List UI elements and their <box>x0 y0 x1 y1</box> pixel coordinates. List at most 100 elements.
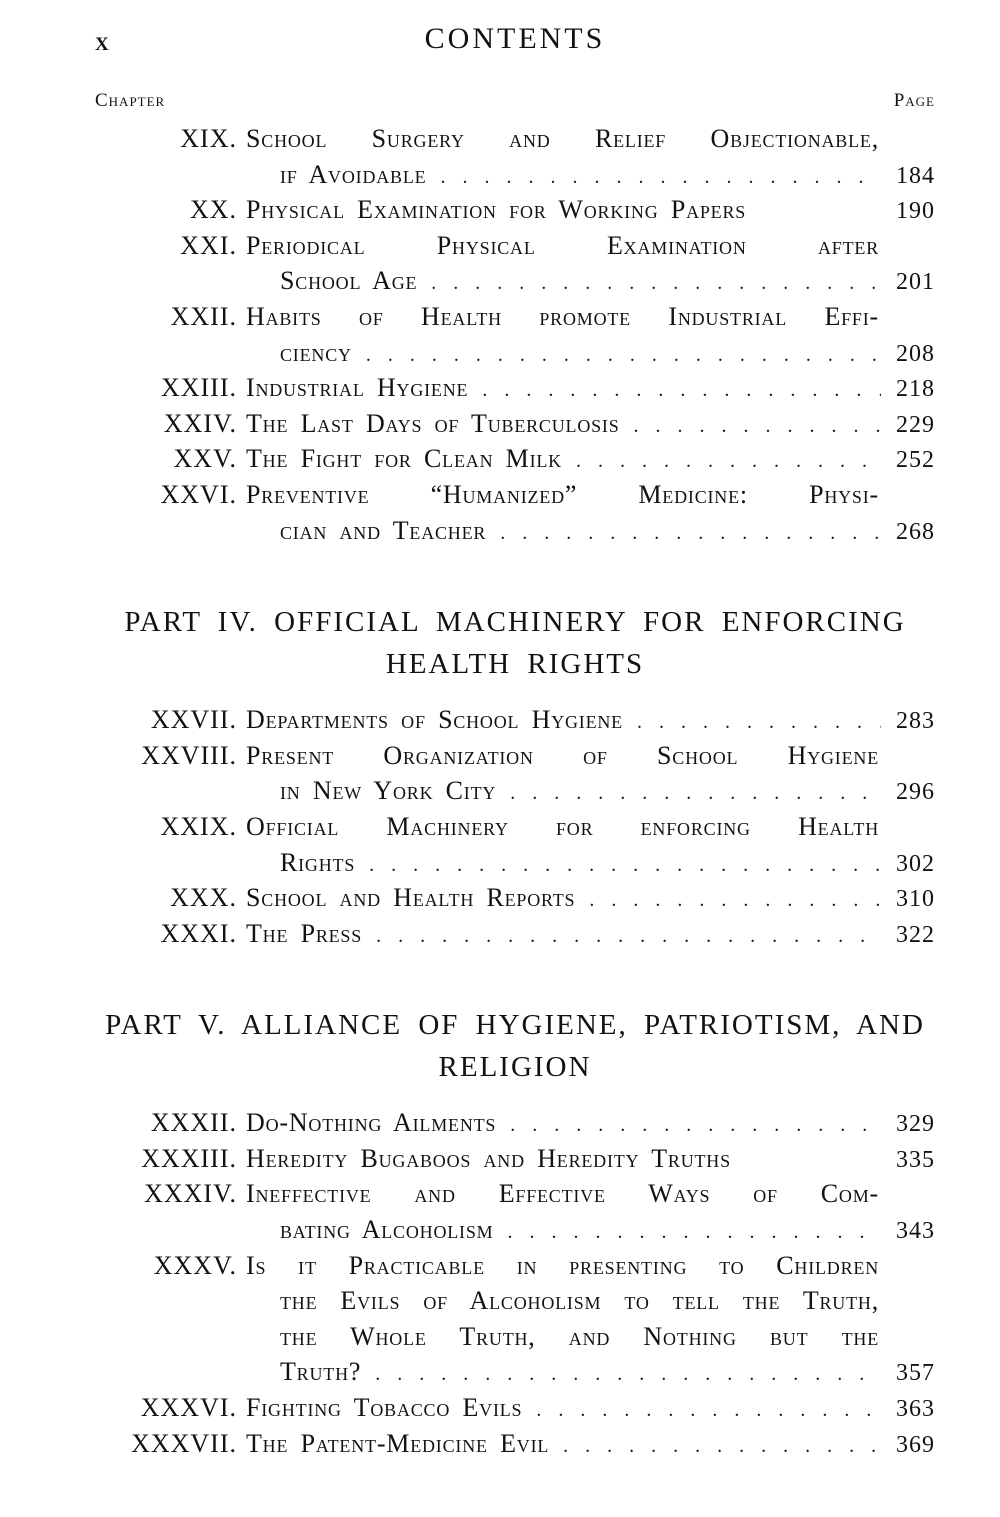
chapter-title: Heredity Bugaboos and Heredity Truths <box>246 1143 731 1173</box>
table-of-contents: XIX. School Surgery and Relief Objectiona… <box>95 124 935 1464</box>
chapter-numeral: XXII. <box>170 301 237 331</box>
page-number: 184 <box>896 162 935 189</box>
page-number: 329 <box>896 1111 935 1138</box>
chapter-title: Truth? <box>280 1357 362 1387</box>
dot-leader: ........................................… <box>589 889 881 912</box>
toc-row: in New York City........................… <box>95 776 935 812</box>
toc-row: XXVI. Preventive “Humanized” Medicine: Ph… <box>95 480 935 516</box>
dot-leader: ........................................… <box>510 1114 881 1137</box>
page-title: CONTENTS <box>424 22 606 55</box>
chapter-numeral: XIX. <box>180 124 237 153</box>
chapter-title: cian and Teacher <box>280 515 487 545</box>
toc-row: XIX. School Surgery and Relief Objectiona… <box>95 124 935 160</box>
toc-row: the Evils of Alcoholism to tell the Trut… <box>95 1286 935 1322</box>
dot-leader: ........................................… <box>376 924 881 947</box>
page-number: 310 <box>896 886 935 913</box>
chapter-title: Rights <box>280 847 356 877</box>
toc-row: if Avoidable............................… <box>95 160 935 196</box>
page-number: 190 <box>896 198 935 225</box>
toc-row: School Age..............................… <box>95 266 935 302</box>
chapter-numeral: XXVIII. <box>141 740 237 770</box>
page-number: 322 <box>896 921 935 948</box>
dot-leader: ........................................… <box>507 1221 881 1244</box>
toc-row: XXI. Periodical Physical Examination afte… <box>95 231 935 267</box>
toc-row: XXVII. Departments of School Hygiene.....… <box>95 705 935 741</box>
page-number: 302 <box>896 850 935 877</box>
chapter-numeral: XXV. <box>173 444 237 474</box>
toc-row: XXXII. Do-Nothing Ailments...............… <box>95 1108 935 1144</box>
toc-row: XXX. School and Health Reports...........… <box>95 883 935 919</box>
page-number: 369 <box>896 1431 935 1458</box>
dot-leader: ........................................… <box>500 521 881 544</box>
chapter-title: School Age <box>280 266 418 296</box>
chapter-numeral: XXXI. <box>160 918 237 948</box>
chapter-numeral: XXIX. <box>160 811 237 841</box>
page-number: 335 <box>896 1146 935 1173</box>
dot-leader: ........................................… <box>636 711 881 734</box>
chapter-numeral: XXXV. <box>153 1250 237 1280</box>
page-number: 268 <box>896 518 935 545</box>
page-number: 229 <box>896 411 935 438</box>
dot-leader: ........................................… <box>575 450 881 473</box>
toc-row: bating Alcoholism.......................… <box>95 1215 935 1251</box>
dot-leader: ........................................… <box>536 1399 881 1422</box>
chapter-title: School and Health Reports <box>246 883 576 913</box>
chapter-title: Departments of School Hygiene <box>246 705 623 735</box>
chapter-title: the Whole Truth, and Nothing but the <box>280 1321 879 1351</box>
chapter-title: Industrial Hygiene <box>246 373 469 403</box>
chapter-title: Official Machinery for enforcing Health <box>246 811 879 841</box>
dot-leader: ........................................… <box>563 1434 881 1457</box>
chapter-title: Preventive “Humanized” Medicine: Physi- <box>246 479 879 509</box>
chapter-numeral: XXX. <box>170 883 237 913</box>
toc-row: XXXI. The Press..........................… <box>95 919 935 955</box>
toc-row: XXII. Habits of Health promote Industrial… <box>95 302 935 338</box>
dot-leader: ........................................… <box>633 414 881 437</box>
part-heading: PART IV. OFFICIAL MACHINERY FOR ENFORCIN… <box>95 601 935 685</box>
chapter-numeral: XXXVII. <box>131 1428 237 1458</box>
dot-leader: ........................................… <box>482 379 881 402</box>
toc-row: Truth?..................................… <box>95 1357 935 1393</box>
part-heading: PART V. ALLIANCE OF HYGIENE, PATRIOTISM,… <box>95 1004 935 1088</box>
toc-row: XXIX. Official Machinery for enforcing He… <box>95 812 935 848</box>
toc-row: XXXV. Is it Practicable in presenting to … <box>95 1251 935 1287</box>
dot-leader: ........................................… <box>375 1363 881 1386</box>
page-number: 252 <box>896 447 935 474</box>
toc-row: XXIV. The Last Days of Tuberculosis......… <box>95 409 935 445</box>
dot-leader: ........................................… <box>440 165 881 188</box>
part-heading-line: PART IV. OFFICIAL MACHINERY FOR ENFORCIN… <box>124 606 906 639</box>
dot-leader: ........................................… <box>365 343 881 366</box>
chapter-numeral: XXVII. <box>150 705 237 735</box>
chapter-title: the Evils of Alcoholism to tell the Trut… <box>280 1286 879 1316</box>
chapter-title: The Press <box>246 918 363 948</box>
dot-leader: ........................................… <box>510 782 881 805</box>
chapter-numeral: XXI. <box>180 230 237 260</box>
toc-row: XXXVI. Fighting Tobacco Evils............… <box>95 1393 935 1429</box>
chapter-title: Do-Nothing Ailments <box>246 1108 497 1138</box>
toc-row: XXVIII. Present Organization of School Hy… <box>95 741 935 777</box>
chapter-title: Present Organization of School Hygiene <box>246 740 879 770</box>
toc-row: XXXIII. Heredity Bugaboos and Heredity Tr… <box>95 1144 935 1180</box>
toc-row: the Whole Truth, and Nothing but the <box>95 1322 935 1358</box>
chapter-title: Physical Examination for Working Papers <box>246 195 747 225</box>
chapter-title: in New York City <box>280 776 497 806</box>
chapter-numeral: XXIII. <box>160 373 237 403</box>
page-column-label: Page <box>893 90 935 111</box>
chapter-numeral: XXXIV. <box>144 1179 237 1209</box>
chapter-title: Habits of Health promote Industrial Effi… <box>246 301 879 331</box>
chapter-title: School Surgery and Relief Objectionable, <box>246 124 879 153</box>
page-number: 296 <box>896 779 935 806</box>
part-heading-line: RELIGION <box>438 1051 592 1084</box>
column-headers: Chapter Page <box>95 90 935 112</box>
part-heading-line: HEALTH RIGHTS <box>385 648 645 681</box>
chapter-numeral: XXXVI. <box>140 1393 237 1423</box>
chapter-title: Is it Practicable in presenting to Child… <box>246 1250 879 1280</box>
page-number: 201 <box>896 269 935 296</box>
chapter-title: bating Alcoholism <box>280 1215 494 1245</box>
page-number: 363 <box>896 1396 935 1423</box>
chapter-numeral: XXXIII. <box>141 1143 237 1173</box>
chapter-title: Periodical Physical Examination after <box>246 230 879 260</box>
dot-leader: ........................................… <box>369 853 881 876</box>
page-number: 218 <box>896 376 935 403</box>
dot-leader: ........................................… <box>431 272 881 295</box>
